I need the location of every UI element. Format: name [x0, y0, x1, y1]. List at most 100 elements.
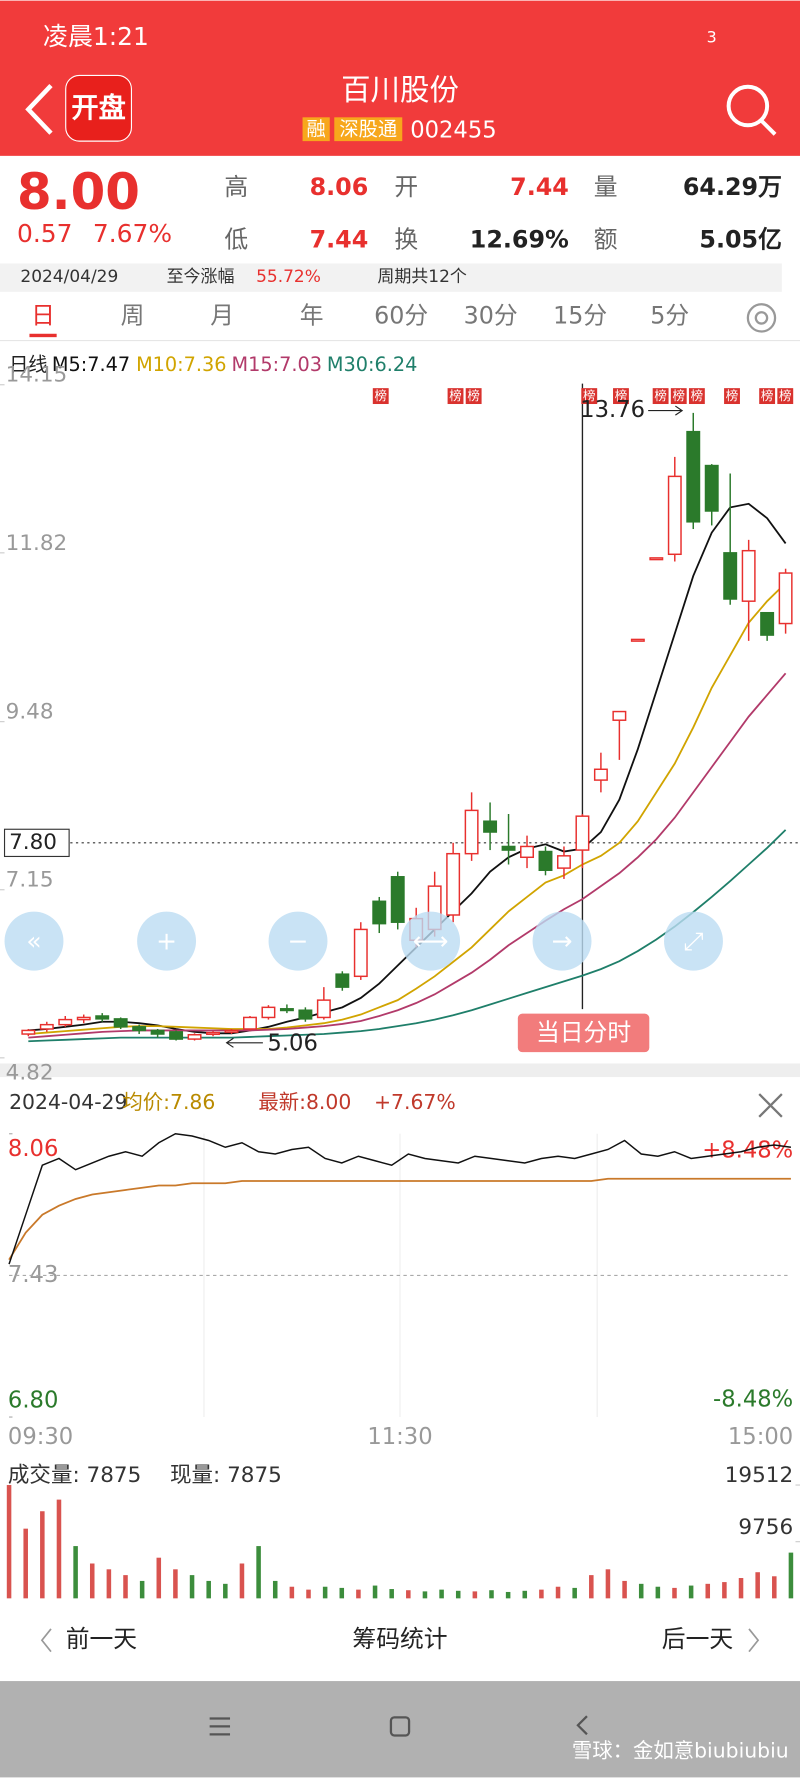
x-tick-label: 11:30: [367, 1424, 432, 1450]
volume-bar: [522, 1590, 528, 1599]
intraday-button[interactable]: [517, 1013, 650, 1053]
intraday-button-text[interactable]: 当日分时: [536, 1019, 631, 1047]
chart-control-icon[interactable]: →: [552, 926, 573, 955]
low-mark: 5.06: [267, 1030, 317, 1056]
candle-body: [76, 1016, 91, 1021]
menu-key[interactable]: [209, 1717, 231, 1736]
badge-bg: [465, 388, 482, 405]
volume-bar: [123, 1575, 128, 1599]
volume-bar: [322, 1586, 328, 1599]
tag-text: 融: [307, 117, 326, 140]
volume-bar: [272, 1580, 278, 1599]
field-label: 换: [394, 225, 418, 253]
candle-body: [353, 928, 368, 978]
candle-body: [206, 1031, 220, 1036]
badge: 榜: [761, 388, 773, 403]
volume-bar: [406, 1590, 411, 1599]
volume-bar: [40, 1511, 45, 1599]
close-button[interactable]: [758, 1093, 783, 1118]
chip-stats[interactable]: 筹码统计: [352, 1625, 447, 1653]
tab[interactable]: 年: [300, 301, 324, 329]
tab[interactable]: 60分: [374, 301, 428, 329]
volume-bar: [23, 1528, 28, 1599]
volume-bar: [106, 1569, 112, 1599]
tab[interactable]: 30分: [464, 301, 518, 329]
badge: 榜: [673, 388, 685, 403]
volume-bar: [156, 1557, 162, 1599]
search-button[interactable]: [726, 84, 770, 128]
home-key[interactable]: [389, 1716, 411, 1737]
chart-control[interactable]: [401, 911, 461, 971]
status-time: 凌晨1:21: [43, 22, 149, 51]
prev-day[interactable]: 前一天: [66, 1625, 137, 1653]
ma-line: [28, 829, 787, 1043]
badge-bg: [447, 388, 464, 405]
badge-bg: [759, 388, 776, 405]
volume-bar: [539, 1589, 544, 1599]
latest-label: 最新:8.00: [258, 1090, 351, 1114]
app-logo[interactable]: [65, 74, 133, 142]
current-label: 7.80: [9, 830, 57, 855]
tab[interactable]: 日: [31, 301, 55, 329]
candle-body: [316, 999, 331, 1019]
watermark: 雪球：金如意biubiubiu: [572, 1738, 789, 1762]
change: 0.57: [17, 219, 72, 248]
volume-bar: [139, 1580, 145, 1599]
chart-control-icon[interactable]: ⟷: [413, 926, 449, 955]
tab[interactable]: 5分: [650, 301, 689, 329]
y-tick-label: 4.82: [6, 1061, 54, 1086]
candle-body: [58, 1018, 73, 1026]
search-button[interactable]: [760, 119, 777, 136]
chart-control[interactable]: [137, 911, 197, 971]
gain: 55.72%: [256, 267, 321, 287]
chart-control[interactable]: [268, 911, 328, 971]
settings-button[interactable]: [746, 303, 777, 333]
chart-control-icon[interactable]: −: [288, 926, 309, 955]
volume-bar: [223, 1583, 228, 1599]
candle-body: [390, 876, 405, 923]
volume-bar: [505, 1591, 511, 1599]
tab[interactable]: 15分: [553, 301, 607, 329]
field-label: 开: [394, 173, 418, 201]
volume-bar: [722, 1582, 727, 1599]
intraday-date: 2024-04-29: [9, 1090, 127, 1114]
volume-bar: [89, 1563, 95, 1599]
candle-body: [39, 1023, 54, 1030]
volume-bar: [73, 1546, 78, 1599]
volume-bar: [605, 1569, 611, 1599]
ma-line: [28, 582, 787, 1035]
chart-control-icon[interactable]: ⤢: [684, 926, 704, 955]
candle-body: [520, 845, 534, 859]
candle-body: [187, 1034, 202, 1040]
info-bar: [0, 263, 782, 292]
settings-button[interactable]: [754, 311, 769, 325]
badge: 榜: [654, 388, 666, 403]
chart-control[interactable]: [4, 911, 64, 971]
period: 周期共12个: [377, 267, 467, 287]
avg-label: 均价:7.86: [122, 1090, 215, 1114]
tab[interactable]: 月: [210, 301, 234, 329]
chart-control-icon[interactable]: +: [156, 926, 177, 955]
chart-control[interactable]: [664, 911, 723, 971]
badge: 榜: [615, 388, 627, 403]
ma-line: [28, 672, 787, 1039]
y-tick-label: 19512: [725, 1463, 793, 1488]
field-value: 64.29万: [683, 173, 782, 201]
back-button[interactable]: [25, 84, 53, 135]
volume-bar: [372, 1585, 378, 1599]
volume-bar: [173, 1569, 178, 1599]
chart-control[interactable]: [532, 911, 592, 971]
chart-control-icon[interactable]: «: [26, 926, 41, 955]
badge-bg: [613, 388, 629, 405]
next-day[interactable]: 后一天: [662, 1625, 733, 1653]
candle-body: [686, 430, 701, 523]
field-value: 7.44: [310, 225, 369, 253]
tab[interactable]: 周: [121, 301, 145, 329]
field-value: 5.05亿: [699, 225, 781, 253]
price: 8.00: [17, 163, 140, 221]
candle-body: [372, 900, 387, 925]
field-value: 8.06: [310, 173, 369, 201]
back-key[interactable]: [576, 1715, 588, 1736]
badge: 榜: [583, 388, 595, 403]
volume-bar: [738, 1578, 744, 1599]
